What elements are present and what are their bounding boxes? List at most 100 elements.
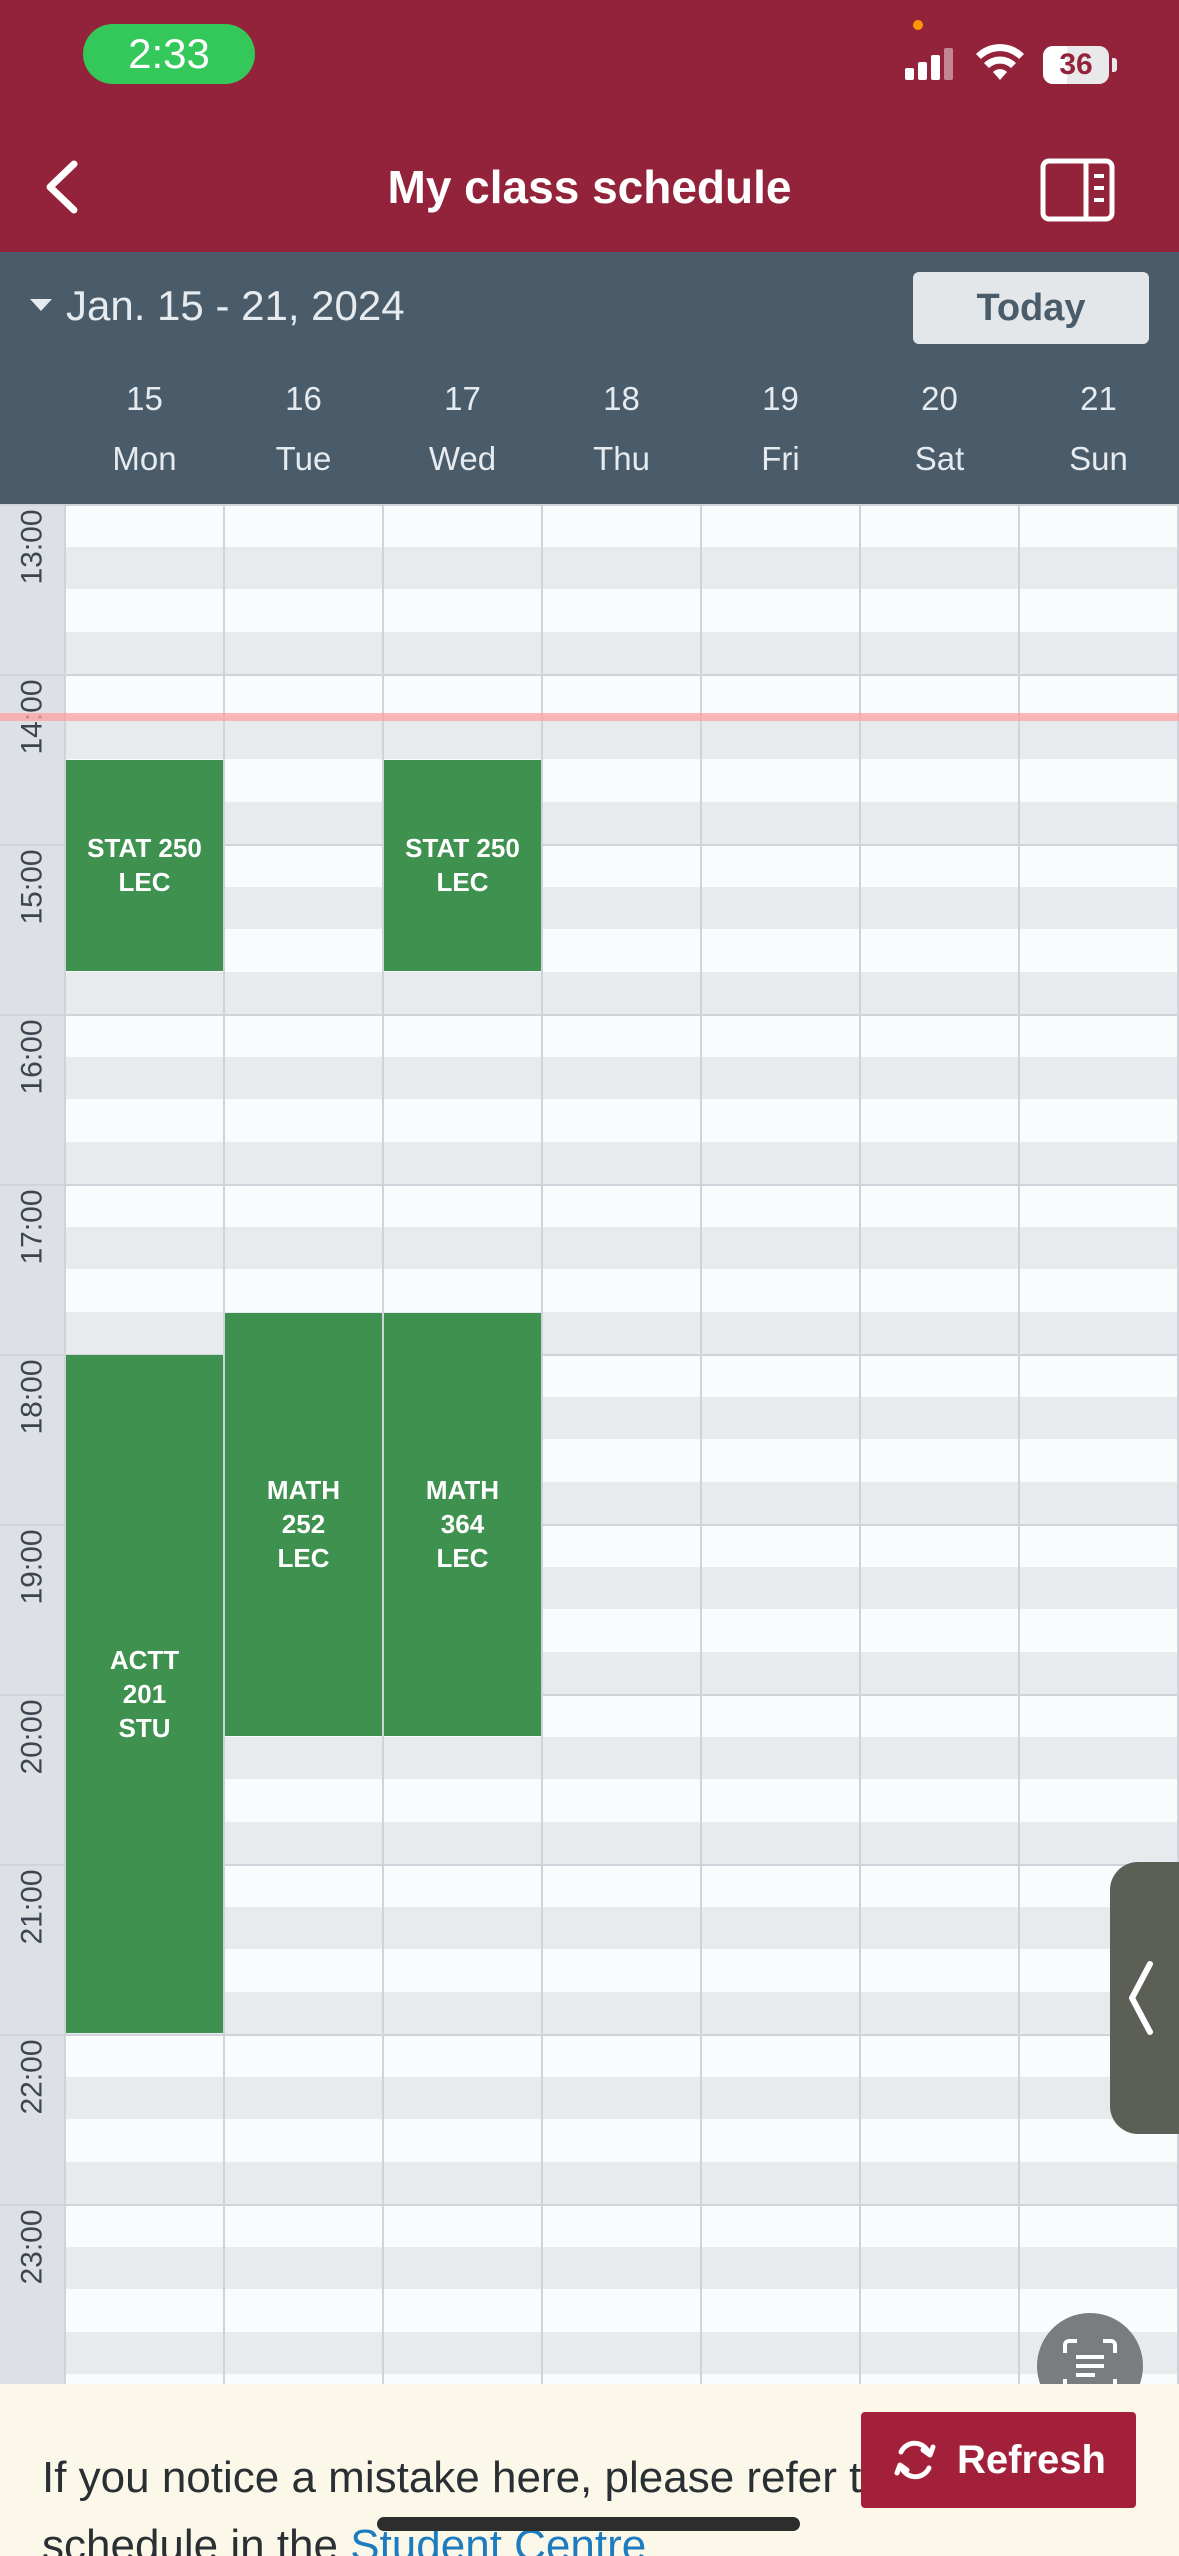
cellular-signal-icon (905, 48, 955, 80)
week-header: Jan. 15 - 21, 2024 Today 15 Mon 16 Tue 17 Wed… (0, 252, 1179, 504)
day-header[interactable]: 15 Mon (65, 380, 224, 478)
time-slot (65, 2119, 1179, 2162)
day-name: Wed (428, 440, 497, 477)
week-range-selector[interactable]: Jan. 15 - 21, 2024 (30, 282, 405, 330)
caret-down-icon (30, 298, 52, 311)
hour-label: 21:00 (0, 1822, 65, 1992)
time-slot (65, 2331, 1179, 2374)
day-divider (382, 504, 384, 2384)
time-slot (65, 929, 1179, 972)
time-slot (65, 2246, 1179, 2289)
hour-divider (0, 1864, 1179, 1866)
day-header[interactable]: 21 Sun (1019, 380, 1178, 478)
day-name: Sun (1069, 440, 1128, 477)
hour-label: 16:00 (0, 972, 65, 1142)
today-button[interactable]: Today (913, 272, 1149, 344)
day-divider (223, 504, 225, 2384)
day-name: Mon (112, 440, 177, 477)
time-slot (65, 2374, 1179, 2384)
week-range-label: Jan. 15 - 21, 2024 (66, 282, 405, 329)
day-header[interactable]: 18 Thu (542, 380, 701, 478)
side-drawer-tab[interactable] (1110, 1862, 1179, 2134)
hour-divider (0, 1014, 1179, 1016)
refresh-button[interactable]: Refresh (861, 2412, 1136, 2508)
day-number: 19 (762, 380, 799, 417)
page-title: My class schedule (387, 161, 792, 213)
day-header[interactable]: 16 Tue (224, 380, 383, 478)
hour-label-text: 13:00 (15, 509, 49, 585)
hour-label-text: 18:00 (15, 1359, 49, 1435)
time-slot (65, 716, 1179, 759)
class-event[interactable]: MATH 252 LEC (225, 1312, 382, 1736)
time-slot (65, 1099, 1179, 1142)
scan-text-icon (1063, 2339, 1117, 2393)
time-slot (65, 1184, 1179, 1227)
hour-label: 19:00 (0, 1482, 65, 1652)
hour-divider (0, 1694, 1179, 1696)
hour-divider (0, 1184, 1179, 1186)
hour-label: 15:00 (0, 802, 65, 972)
time-slot (65, 1991, 1179, 2034)
class-event-label: MATH 364 LEC (425, 1475, 500, 1573)
class-event-label: MATH 252 LEC (266, 1475, 341, 1573)
battery-level: 36 (1059, 48, 1093, 81)
hour-label-text: 21:00 (15, 1869, 49, 1945)
day-header[interactable]: 19 Fri (701, 380, 860, 478)
class-event[interactable]: ACTT 201 STU (66, 1355, 223, 2033)
time-slot (65, 631, 1179, 674)
class-event[interactable]: STAT 250 LEC (66, 760, 223, 971)
time-slot (65, 2204, 1179, 2247)
footer-text: If you notice a mistake here, please ref… (42, 2453, 984, 2556)
refresh-label: Refresh (957, 2437, 1106, 2482)
day-number: 15 (126, 380, 163, 417)
schedule-grid: 13:0014:0015:0016:0017:0018:0019:0020:00… (0, 504, 1179, 2384)
day-divider (1018, 504, 1020, 2384)
class-event[interactable]: MATH 364 LEC (384, 1312, 541, 1736)
chevron-left-icon (1129, 1961, 1153, 2035)
hour-label-text: 15:00 (15, 849, 49, 925)
time-slot (65, 1014, 1179, 1057)
day-number: 16 (285, 380, 322, 417)
chevron-left-icon[interactable] (28, 152, 98, 222)
hour-label: 13:00 (0, 504, 65, 632)
class-event[interactable]: STAT 250 LEC (384, 760, 541, 971)
time-slot (65, 1779, 1179, 1822)
time-slot (65, 1141, 1179, 1184)
day-header[interactable]: 17 Wed (383, 380, 542, 478)
nav-bar: My class schedule (0, 130, 1179, 252)
day-divider (700, 504, 702, 2384)
time-slot (65, 971, 1179, 1014)
battery-icon: 36 (1043, 46, 1117, 84)
day-name: Sat (914, 440, 965, 477)
hour-label-text: 22:00 (15, 2039, 49, 2115)
status-bar: 2:33 36 (0, 0, 1179, 130)
hour-divider (0, 504, 1179, 506)
day-divider (1177, 504, 1179, 2384)
time-slot (65, 801, 1179, 844)
hour-label-text: 19:00 (15, 1529, 49, 1605)
time-slot (65, 1906, 1179, 1949)
hour-label-text: 20:00 (15, 1699, 49, 1775)
day-name: Fri (761, 440, 800, 477)
time-slot (65, 1056, 1179, 1099)
refresh-icon (894, 2440, 936, 2480)
time-slot (65, 2076, 1179, 2119)
home-indicator (377, 2517, 800, 2531)
time-slot (65, 589, 1179, 632)
hour-divider (0, 1524, 1179, 1526)
time-slot (65, 1269, 1179, 1312)
day-number: 17 (444, 380, 481, 417)
hour-divider (0, 2034, 1179, 2036)
hour-divider (0, 844, 1179, 846)
hour-label: 22:00 (0, 1992, 65, 2162)
day-divider (64, 504, 66, 2384)
hour-label-text: 17:00 (15, 1189, 49, 1265)
mic-indicator-icon (913, 20, 923, 30)
status-time: 2:33 (83, 24, 255, 84)
day-header[interactable]: 20 Sat (860, 380, 1019, 478)
time-slot (65, 504, 1179, 547)
class-event-label: STAT 250 LEC (87, 833, 202, 898)
hour-label: 23:00 (0, 2162, 65, 2332)
hour-divider (0, 674, 1179, 676)
side-panel-icon[interactable] (1040, 158, 1115, 222)
